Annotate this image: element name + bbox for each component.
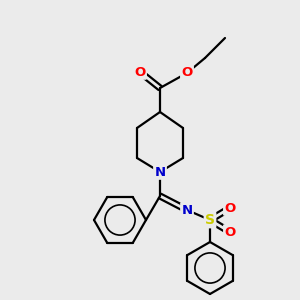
Text: N: N	[182, 203, 193, 217]
Text: S: S	[205, 213, 215, 227]
Text: N: N	[154, 166, 166, 178]
Text: O: O	[134, 65, 146, 79]
Text: O: O	[182, 67, 193, 80]
Text: O: O	[224, 202, 236, 214]
Text: O: O	[224, 226, 236, 238]
